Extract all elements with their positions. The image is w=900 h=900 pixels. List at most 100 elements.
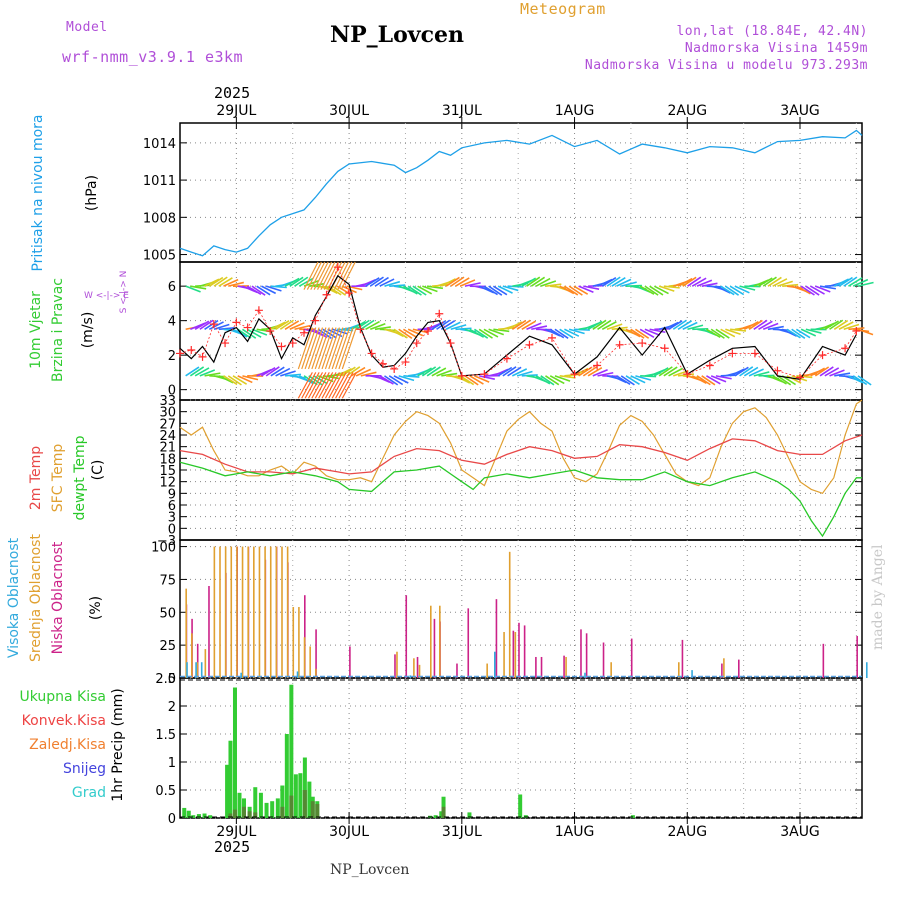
year-label-bottom: 2025 [214,838,251,856]
precip-legend-label: Ukupna Kisa [19,689,106,705]
y-tick-label: 9 [168,487,176,502]
wind-arrow [374,326,391,331]
cloud-bar-niska [456,663,458,678]
cloud-bar-niska [405,595,408,678]
wind-barb-hatch [331,327,347,370]
wind-arrow [829,319,844,330]
wind-arrow [426,285,444,290]
wind-arrow [691,277,707,287]
wind-arrow [189,366,205,377]
wind-arrow [729,368,745,377]
y-tick-label: 0 [168,672,176,687]
pressure-line [179,129,863,257]
wind-arrow [265,366,280,377]
wind-arrow [833,278,849,287]
precip-bar-ukupna [182,807,187,818]
wind-barb-hatch [306,261,322,290]
wind-arrow [398,375,415,382]
wind-arrow [327,285,342,296]
wind-gust-marker [525,340,534,349]
wind-arrow [412,285,427,296]
wind-arrow [417,285,433,295]
precip-bar-ukupna [518,794,523,818]
cloud-bar-srednja [224,546,227,678]
dewpoint-label: dewpt Temp [72,435,88,520]
wind-arrow [275,320,290,330]
wind-arrow [819,285,836,290]
wind-barb-hatch [297,372,313,399]
precip-bar-ukupna [270,801,275,818]
wind-arrow [810,285,825,295]
cloud-bar-niska [580,629,582,678]
wind-arrow [483,285,498,296]
x-tick-label-top: 31JUL [442,103,482,119]
wind-arrow [814,366,830,377]
wind-arrow [606,323,623,331]
wind-arrow [227,375,242,386]
wind-arrow [834,372,851,377]
wind-gust-marker [818,351,827,360]
cloud-bar-niska [523,625,526,678]
wind-arrow [379,375,394,385]
wind-arrow [767,276,782,287]
cloud-bar-srednja [185,588,187,678]
wind-arrow [573,285,589,295]
precip-bar-ukupna [433,815,438,818]
y-tick-label: 30 [159,406,176,421]
wind-arrow [441,372,458,377]
wind-barb-hatch [307,372,324,399]
station-title: NP_Lovcen [330,22,464,48]
cloud-bar-visoka [866,662,868,678]
wind-arrow [611,276,626,287]
wind-arrow [445,321,461,330]
wind-arrow [459,279,476,287]
precip-bar-konvek [441,806,446,818]
wind-arrow [739,285,756,291]
wind-arrow [625,284,642,287]
wind-arrow [640,375,657,378]
wind-gust-marker [390,364,399,373]
wind-barb-hatch [341,327,357,370]
precip-bar-konvek [228,813,233,818]
wind-arrow [455,327,472,331]
cloud-bar-niska [738,659,740,678]
wind-arrow [336,368,352,377]
precip-bar-ukupna [293,774,298,818]
wind-arrow [511,368,528,377]
wind-barb-hatch [320,261,336,290]
cloud-bar-srednja [269,546,272,678]
x-tick-label-bottom: 29JUL [216,824,256,840]
wind-gust-marker [773,366,782,375]
wind-arrow [762,322,779,331]
y-tick-label: 1005 [143,249,176,264]
wind-arrow [284,320,300,330]
wind-arrow [218,375,234,384]
wind-arrow [511,319,527,330]
wind-barb-hatch [331,372,347,399]
cloud-bar-niska [585,633,588,678]
cloud-bar-visoka [200,662,203,678]
y-tick-label: 1008 [143,211,176,226]
wind-arrow [616,375,631,385]
precip-bar-ukupna [289,684,294,818]
wind-arrow [507,366,522,377]
wind-arrow [796,375,813,379]
wind-barb-hatch [324,372,340,399]
wind-arrow [829,369,845,377]
wind-arrow [450,276,465,287]
wind-arrow [270,321,286,330]
wind-arrow [251,285,266,296]
wind-barb-hatch [337,261,353,290]
y-tick-label: 1.5 [155,728,176,743]
cloud-bar-niska [196,643,199,678]
cloud-bar-srednja [610,662,612,678]
precip-bar-ukupna [298,773,303,818]
cloud-bar-srednja [418,664,421,678]
wind-arrow [204,278,220,287]
wind-arrow [261,285,277,295]
wind-gust-marker [446,339,455,348]
y-tick-label: 1014 [143,137,176,152]
cloud-bar-niska [467,608,470,678]
wind-arrow [843,323,860,331]
wind-arrow [223,278,239,287]
